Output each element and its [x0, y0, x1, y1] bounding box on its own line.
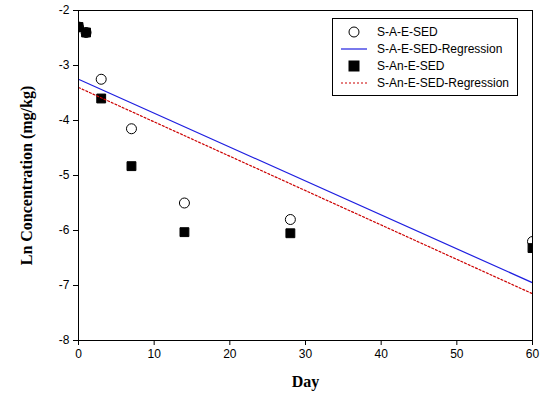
- html-text:S-A-E-SED: S-A-E-SED: [377, 24, 438, 39]
- svg-text:-2: -2: [59, 3, 70, 17]
- svg-text:40: 40: [374, 347, 388, 361]
- svg-text:-3: -3: [59, 58, 70, 72]
- svg-text:30: 30: [299, 347, 313, 361]
- svg-text:50: 50: [450, 347, 464, 361]
- html-text:S-An-E-SED-Regression: S-An-E-SED-Regression: [377, 75, 509, 90]
- html-text:S-An-E-SED: S-An-E-SED: [377, 58, 445, 73]
- svg-text:60: 60: [526, 347, 540, 361]
- html-text:S-A-E-SED-Regression: S-A-E-SED-Regression: [377, 41, 503, 56]
- svg-text:-6: -6: [59, 223, 70, 237]
- svg-text:-4: -4: [59, 113, 70, 127]
- svg-text:-5: -5: [59, 168, 70, 182]
- svg-text:0: 0: [75, 347, 82, 361]
- svg-text:10: 10: [147, 347, 161, 361]
- svg-text:-7: -7: [59, 278, 70, 292]
- svg-text:Day: Day: [292, 373, 320, 391]
- svg-text:20: 20: [223, 347, 237, 361]
- svg-text:Ln Concentration (mg/kg): Ln Concentration (mg/kg): [18, 86, 36, 266]
- svg-text:-8: -8: [59, 333, 70, 347]
